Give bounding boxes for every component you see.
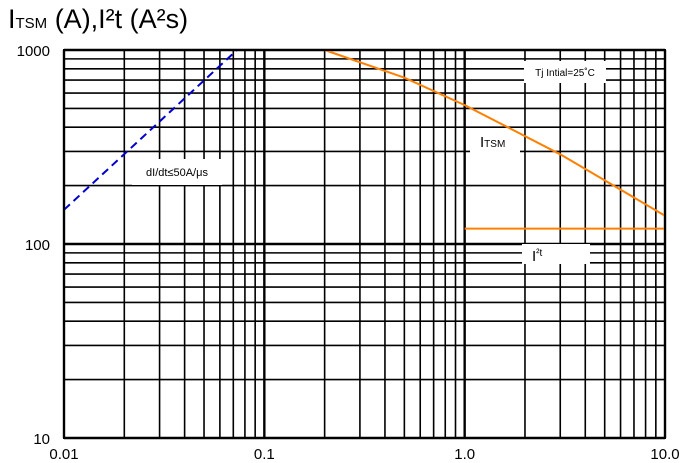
x-tick-label: 1.0 — [454, 446, 475, 463]
series-label-sub: ²t — [536, 248, 542, 259]
x-tick-label: 10.0 — [650, 446, 679, 463]
y-axis-title: ITSM (A),I²t (A²s) — [8, 4, 188, 35]
y-tick-label: 100 — [25, 237, 50, 254]
y-tick-label: 10 — [33, 431, 50, 448]
series-line-0 — [324, 49, 666, 217]
series-label-main: I — [532, 248, 536, 265]
annotation-label: Tj Intial=25˚C — [535, 67, 595, 79]
series-label-main: I — [480, 134, 484, 151]
x-tick-label: 0.1 — [254, 446, 275, 463]
plot-frame — [63, 49, 666, 439]
y-axis-title-main: I — [8, 4, 16, 34]
y-tick-label: 1000 — [17, 43, 50, 60]
y-axis-title-subscript: TSM — [15, 15, 48, 32]
annotation-label: dI/dt≤50A/μs — [146, 167, 208, 179]
annotation-box — [524, 61, 606, 83]
x-tick-label: 0.01 — [49, 446, 78, 463]
series-label: I²t — [532, 248, 543, 265]
series-label-sub: TSM — [484, 139, 505, 150]
annotation-box — [132, 159, 222, 185]
series-label: ITSM — [480, 134, 505, 151]
y-axis-title-rest: (A),I²t (A²s) — [47, 4, 189, 34]
series-label-box — [522, 244, 590, 264]
series-line-2 — [63, 49, 238, 211]
grid — [62, 48, 667, 440]
series-label-box — [470, 130, 520, 154]
